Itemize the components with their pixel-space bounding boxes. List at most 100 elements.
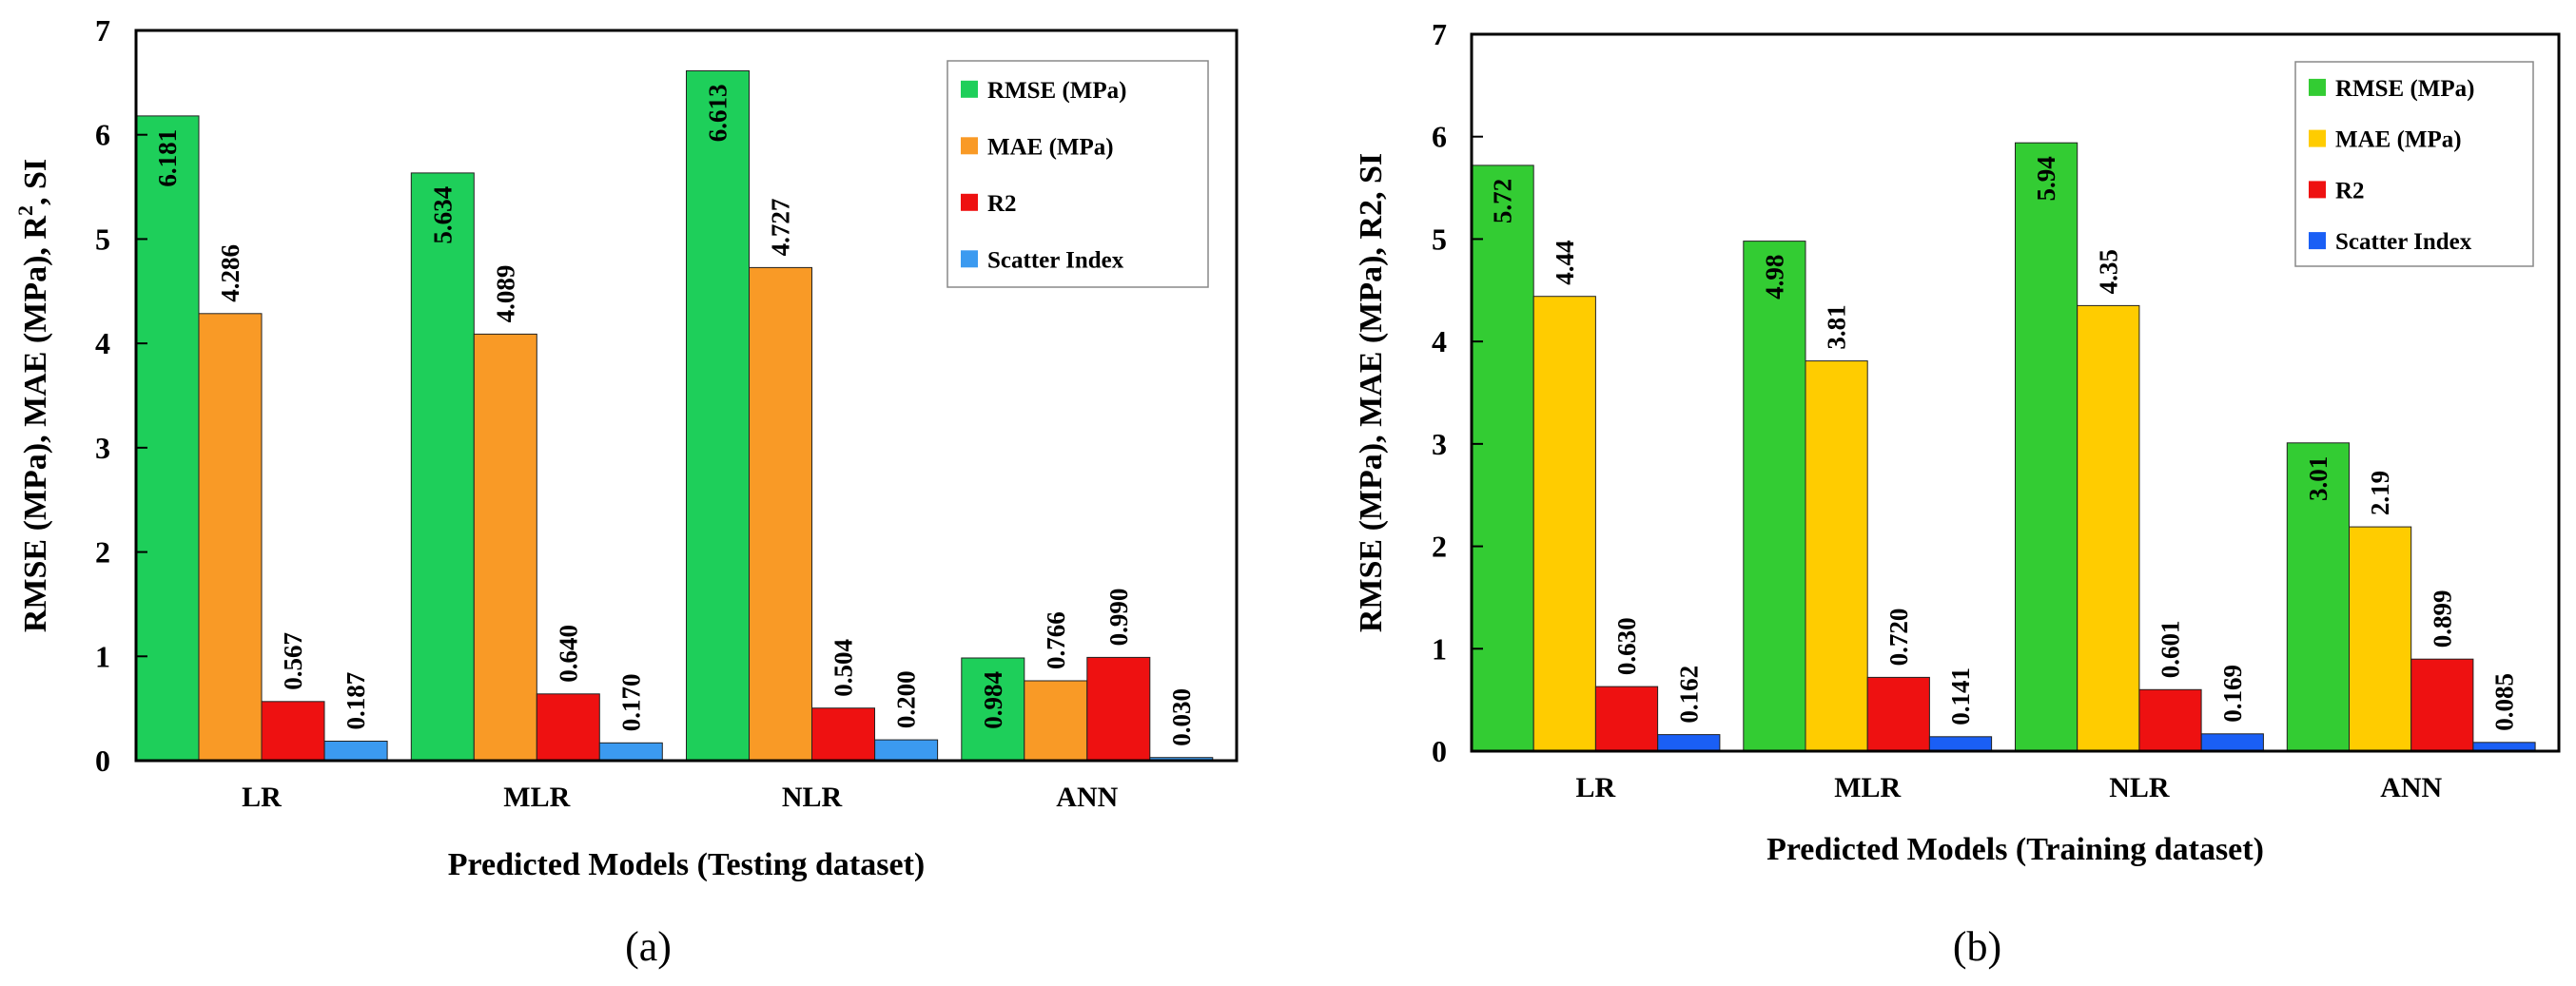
charta.value-label-mlr-3: 0.170 — [616, 674, 645, 732]
chartb.x-axis-title: Predicted Models (Training dataset) — [1766, 832, 2264, 867]
chartb.value-label-nlr-3: 0.169 — [2218, 665, 2247, 723]
chartb.y-axis-title-main: RMSE (MPa), MAE (MPa), R2, SI — [1354, 153, 1389, 632]
charta.value-label-ann-1: 0.766 — [1042, 611, 1070, 669]
charta.legend-swatch-3 — [961, 250, 978, 268]
chartb.value-label-mlr-1: 3.81 — [1823, 304, 1851, 349]
chartb.value-label-lr-3: 0.162 — [1674, 666, 1703, 724]
charta.value-label-lr-0: 6.181 — [153, 129, 182, 187]
charta.bar-lr-3 — [323, 741, 388, 762]
charta.value-label-lr-1: 4.286 — [216, 244, 244, 302]
chartb.value-label-ann-2: 0.899 — [2428, 590, 2456, 648]
charta.bar-nlr-2 — [811, 707, 875, 762]
charta.legend-swatch-1 — [961, 137, 978, 155]
chartb.x-tick-label-lr: LR — [1576, 772, 1616, 803]
charta.plot-frame — [134, 29, 1239, 763]
chartb.bar-nlr-1 — [2077, 304, 2140, 752]
chartb.value-label-mlr-2: 0.720 — [1884, 609, 1913, 667]
chartb.legend-swatch-3 — [2309, 232, 2326, 250]
charta.y-tick-label-5: 5 — [95, 222, 110, 256]
chartb.value-label-lr-2: 0.630 — [1612, 617, 1641, 675]
chart-panel-b: 5.72 4.98 5.94 3.01 4.44 3.81 4.35 2.19 0.630 0.7… — [1354, 17, 2561, 970]
chartb.panel-label: (b) — [1953, 923, 2001, 970]
chartb.bar-ann-0 — [2286, 442, 2351, 752]
chartb.bar-ann-2 — [2410, 658, 2474, 752]
chartb.bar-mlr-1 — [1805, 360, 1868, 752]
charta.y-axis-title: RMSE (MPa), MAE (MPa), R2, SI — [13, 159, 53, 632]
charta.y-axis-title-sup: 2 — [13, 205, 37, 216]
charta.legend-box — [946, 60, 1209, 288]
chartb.bar-lr-2 — [1594, 686, 1659, 752]
charta.x-tick-label-mlr: MLR — [503, 782, 570, 813]
charta.y-tick-label-2: 2 — [95, 535, 110, 570]
chartb.value-label-ann-3: 0.085 — [2490, 673, 2519, 731]
chartb.legend-box — [2294, 61, 2534, 267]
charta.x-tick-label-nlr: NLR — [782, 782, 843, 813]
chartb.plot-frame — [1470, 32, 2561, 753]
charta.bar-mlr-1 — [473, 333, 537, 762]
chartb.value-label-lr-0: 5.72 — [1489, 179, 1517, 223]
chartb.value-label-nlr-0: 5.94 — [2032, 156, 2060, 201]
charta.panel-label: (a) — [625, 923, 672, 970]
charta.value-label-nlr-0: 6.613 — [704, 85, 732, 143]
charta.value-label-ann-0: 0.984 — [979, 671, 1007, 729]
chartb.value-label-ann-0: 3.01 — [2304, 456, 2332, 501]
chartb.value-label-mlr-0: 4.98 — [1760, 255, 1788, 300]
charta.legend-label-1: MAE (MPa) — [987, 134, 1114, 160]
charta.bar-nlr-0 — [686, 70, 750, 762]
chartb.x-tick-label-ann: ANN — [2380, 772, 2442, 803]
charta.bar-lr-0 — [135, 115, 200, 762]
chartb.bar-nlr-0 — [2015, 142, 2078, 752]
charta.value-label-nlr-2: 0.504 — [829, 639, 858, 697]
chartb.y-tick-label-6: 6 — [1432, 120, 1447, 154]
chartb.value-label-mlr-3: 0.141 — [1946, 667, 1975, 725]
chartb.legend-label-0: RMSE (MPa) — [2335, 76, 2475, 102]
chartb.value-label-nlr-2: 0.601 — [2156, 621, 2185, 679]
charta.y-axis-title-main: RMSE (MPa), MAE (MPa), R — [18, 216, 53, 633]
chartb.bar-mlr-0 — [1743, 241, 1806, 752]
chartb.value-label-ann-1: 2.19 — [2366, 471, 2394, 515]
chartb.y-tick-label-1: 1 — [1432, 631, 1447, 666]
charta.y-tick-label-0: 0 — [95, 744, 110, 778]
charta.value-label-nlr-1: 4.727 — [767, 199, 795, 257]
chartb.bar-lr-1 — [1532, 296, 1596, 752]
chartb.bar-mlr-2 — [1866, 676, 1930, 752]
chartb.value-label-lr-1: 4.44 — [1551, 240, 1579, 284]
chartb.bar-nlr-3 — [2200, 733, 2264, 752]
chartb.y-tick-label-0: 0 — [1432, 734, 1447, 768]
chart-panel-a: 6.181 5.634 6.613 0.984 4.286 4.089 4.727 0.766… — [13, 13, 1239, 970]
charta.bar-ann-0 — [961, 657, 1025, 762]
charta.legend-swatch-0 — [961, 80, 978, 98]
chartb.y-tick-label-2: 2 — [1432, 530, 1447, 564]
chartb.value-label-nlr-1: 4.35 — [2094, 249, 2122, 294]
charta.y-tick-label-1: 1 — [95, 639, 110, 673]
charta.bar-nlr-1 — [749, 266, 812, 762]
charta.y-tick-label-7: 7 — [95, 13, 110, 48]
charta.bar-nlr-3 — [874, 739, 939, 762]
charta.legend-label-3: Scatter Index — [987, 247, 1124, 273]
charta.value-label-lr-3: 0.187 — [342, 672, 370, 730]
charta.bar-mlr-2 — [536, 693, 600, 762]
chartb.bar-nlr-2 — [2138, 688, 2202, 752]
charta.y-axis-title-tail: , SI — [18, 159, 53, 205]
charta.value-label-lr-2: 0.567 — [279, 632, 307, 690]
charta.bar-lr-2 — [261, 701, 325, 762]
chartb.legend-swatch-0 — [2309, 78, 2326, 96]
charta.bar-ann-1 — [1024, 680, 1088, 762]
chartb.x-tick-label-mlr: MLR — [1834, 772, 1901, 803]
chartb.bar-lr-3 — [1657, 734, 1721, 752]
charta.legend-swatch-2 — [961, 193, 978, 211]
charta.legend-label-0: RMSE (MPa) — [987, 78, 1127, 104]
charta.value-label-mlr-1: 4.089 — [491, 265, 519, 323]
charta.x-tick-label-ann: ANN — [1056, 782, 1118, 813]
chartb.y-tick-label-4: 4 — [1432, 324, 1447, 358]
chartb.bar-ann-1 — [2349, 526, 2412, 752]
charta.bar-mlr-3 — [598, 742, 663, 762]
chartb.y-tick-label-5: 5 — [1432, 222, 1447, 256]
chartb.y-axis-title: RMSE (MPa), MAE (MPa), R2, SI — [1354, 153, 1389, 632]
chartb.legend-label-3: Scatter Index — [2335, 229, 2472, 255]
charta.value-label-ann-3: 0.030 — [1167, 688, 1196, 746]
chartb.bar-lr-0 — [1471, 164, 1534, 752]
chartb.bar-mlr-3 — [1928, 736, 1993, 752]
charta.bar-mlr-0 — [410, 172, 475, 762]
